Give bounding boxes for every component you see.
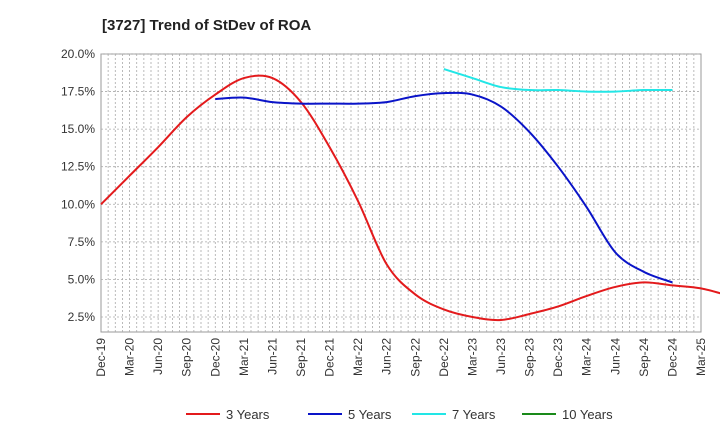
x-tick-label: Jun-22	[380, 338, 394, 375]
x-tick-label: Jun-23	[494, 338, 508, 375]
y-tick-label: 20.0%	[61, 47, 95, 61]
x-tick-label: Mar-22	[351, 338, 365, 376]
y-tick-label: 12.5%	[61, 160, 95, 174]
x-tick-label: Sep-22	[408, 338, 422, 377]
y-tick-label: 17.5%	[61, 85, 95, 99]
y-tick-label: 5.0%	[68, 272, 96, 286]
y-tick-label: 15.0%	[61, 122, 95, 136]
x-tick-label: Sep-21	[294, 338, 308, 377]
x-tick-label: Mar-23	[465, 338, 479, 376]
x-tick-label: Dec-23	[551, 338, 565, 377]
x-tick-label: Sep-24	[637, 338, 651, 377]
chart-title: [3727] Trend of StDev of ROA	[102, 17, 311, 34]
legend-label: 7 Years	[452, 407, 496, 422]
x-tick-label: Dec-22	[437, 338, 451, 377]
x-tick-label: Jun-24	[608, 338, 622, 375]
plot-area	[100, 53, 702, 333]
series-lines	[100, 68, 720, 322]
legend-label: 5 Years	[348, 407, 392, 422]
series-line-5-years	[215, 91, 673, 284]
x-tick-label: Sep-23	[523, 338, 537, 377]
y-tick-label: 7.5%	[68, 235, 96, 249]
x-tick-label: Mar-20	[123, 338, 137, 376]
x-tick-label: Sep-20	[180, 338, 194, 377]
y-tick-label: 10.0%	[61, 197, 95, 211]
legend-label: 10 Years	[562, 407, 613, 422]
x-tick-label: Dec-24	[665, 338, 679, 377]
x-tick-label: Dec-19	[94, 338, 108, 377]
x-tick-label: Dec-20	[208, 338, 222, 377]
x-tick-label: Dec-21	[323, 338, 337, 377]
x-tick-label: Jun-20	[151, 338, 165, 375]
series-line-3-years	[100, 74, 720, 322]
y-axis-tick-labels: 2.5% 5.0% 7.5% 10.0% 12.5% 15.0% 17.5% 20.0%	[61, 47, 95, 324]
legend: 3 Years 5 Years 7 Years 10 Years	[186, 407, 613, 422]
x-tick-label: Mar-25	[694, 338, 708, 376]
x-axis-tick-labels: Dec-19 Mar-20 Jun-20 Sep-20 Dec-20 Mar-21 Jun-…	[94, 338, 708, 377]
legend-label: 3 Years	[226, 407, 270, 422]
series-line-7-years	[443, 68, 673, 93]
x-tick-label: Mar-24	[580, 338, 594, 376]
y-tick-label: 2.5%	[68, 310, 96, 324]
x-tick-label: Mar-21	[237, 338, 251, 376]
x-tick-label: Jun-21	[265, 338, 279, 375]
